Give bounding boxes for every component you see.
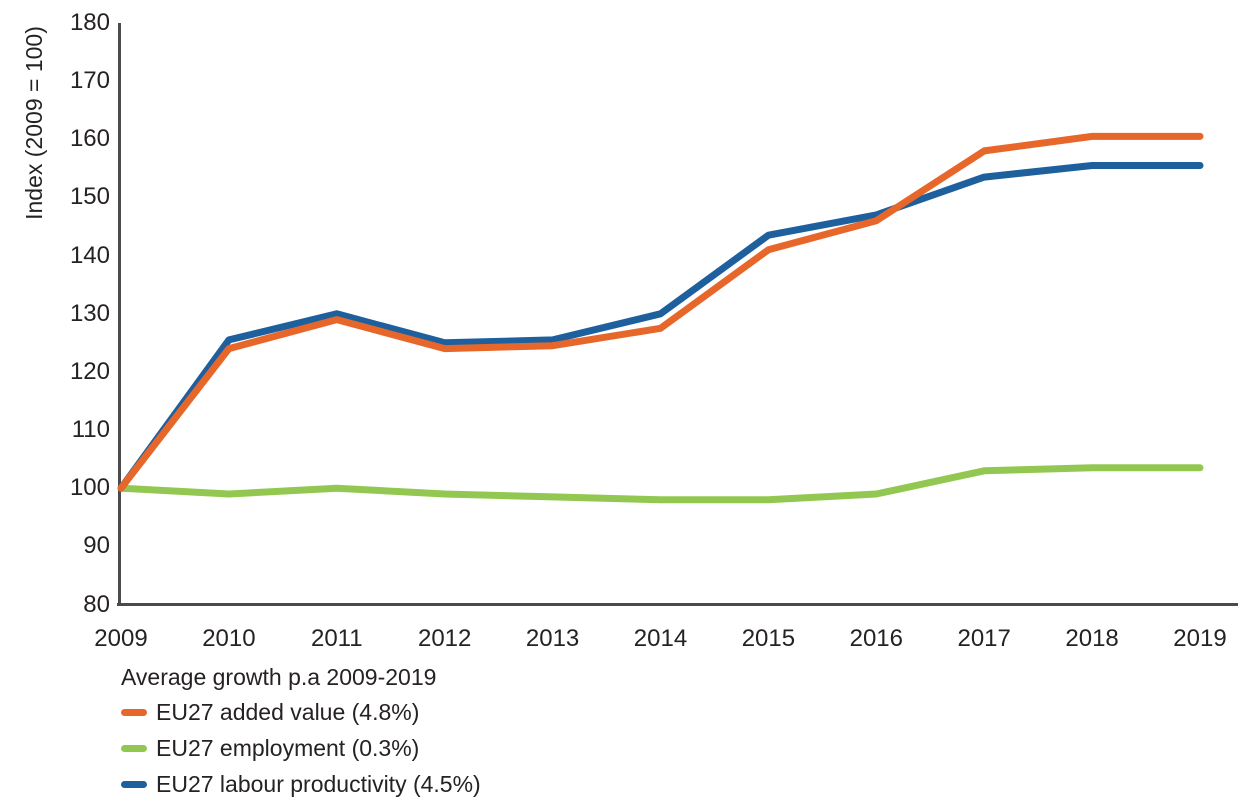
y-tick-label: 180	[69, 9, 110, 36]
x-tick-label: 2017	[957, 625, 1011, 652]
series-line-added-value	[117, 132, 1204, 492]
legend-item-added-value: EU27 added value (4.8%)	[121, 699, 481, 726]
y-tick-label: 110	[71, 416, 110, 444]
legend-item-labour-productivity: EU27 labour productivity (4.5%)	[121, 771, 481, 798]
legend-swatch-added-value	[121, 709, 147, 716]
y-tick-label: 160	[69, 125, 110, 153]
y-tick-label: 80	[83, 590, 110, 618]
x-tick-label: 2015	[741, 625, 796, 652]
y-tick-label: 130	[69, 299, 110, 327]
x-tick-label: 2013	[525, 625, 580, 652]
y-tick-label: 90	[83, 532, 110, 560]
y-tick-label: 100	[69, 474, 110, 502]
legend-item-employment: EU27 employment (0.3%)	[121, 735, 481, 762]
x-tick-label: 2014	[633, 625, 688, 652]
legend-title: Average growth p.a 2009-2019	[121, 664, 437, 690]
legend-label-added-value: EU27 added value (4.8%)	[156, 699, 420, 725]
x-tick-label: 2009	[94, 625, 148, 652]
series-line-labour-productivity	[117, 162, 1204, 492]
legend-swatch-labour-productivity	[121, 781, 147, 788]
legend-label-employment: EU27 employment (0.3%)	[156, 735, 420, 761]
x-tick-label: 2010	[202, 625, 256, 652]
legend-swatch-employment	[121, 745, 147, 752]
y-tick-label: 150	[69, 183, 110, 211]
legend: Average growth p.a 2009-2019 EU27 added …	[121, 664, 481, 798]
x-tick-label: 2018	[1065, 625, 1119, 652]
y-tick-label: 170	[69, 67, 110, 95]
y-tick-label: 120	[69, 357, 110, 385]
y-tick-label: 140	[69, 241, 110, 269]
x-tick-label: 2016	[849, 625, 903, 652]
legend-label-labour-productivity: EU27 labour productivity (4.5%)	[156, 771, 481, 797]
x-tick-label: 2011	[310, 625, 363, 652]
x-tick-label: 2019	[1173, 625, 1227, 652]
series-line-employment	[117, 464, 1204, 504]
x-tick-label: 2012	[417, 625, 472, 652]
